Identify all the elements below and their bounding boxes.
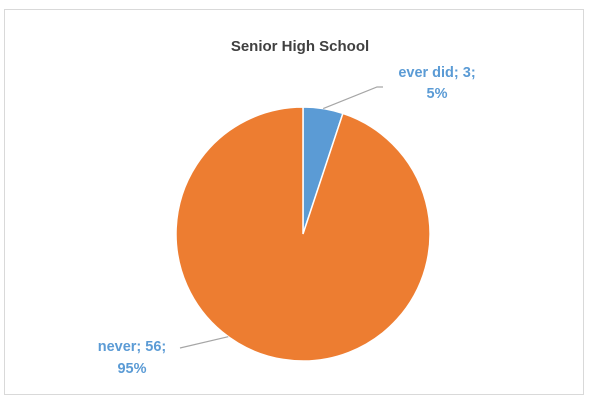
leader-lines [179, 86, 383, 349]
pie-slices [175, 106, 431, 362]
data-label-never-line2: 95% [117, 361, 146, 377]
chart-title: Senior High School [231, 38, 369, 55]
data-label-ever-did-line2: 5% [427, 86, 448, 102]
leader-line-ever-did [322, 86, 383, 110]
data-label-ever-did-line1: ever did; 3; [398, 65, 475, 81]
leader-line-never [179, 336, 229, 349]
data-label-never-line1: never; 56; [98, 339, 167, 355]
pie-slice-never [175, 106, 431, 362]
